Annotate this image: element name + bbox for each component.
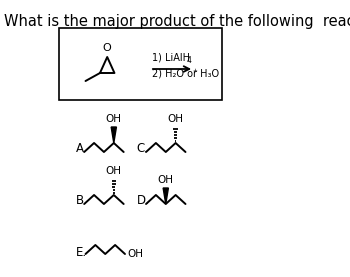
Text: OH: OH <box>106 166 122 176</box>
Text: OH: OH <box>168 114 184 124</box>
Text: OH: OH <box>127 249 143 259</box>
Text: 4: 4 <box>187 56 192 65</box>
Text: C.: C. <box>137 142 149 155</box>
Text: D.: D. <box>137 194 150 206</box>
Polygon shape <box>111 127 117 143</box>
Text: O: O <box>103 43 112 53</box>
Text: E.: E. <box>76 245 87 258</box>
Text: A.: A. <box>76 142 87 155</box>
Text: ⁺: ⁺ <box>193 68 197 77</box>
Text: 2) H₂O or H₃O: 2) H₂O or H₃O <box>152 68 219 78</box>
Text: OH: OH <box>106 114 122 124</box>
Text: What is the major product of the following  reaction?: What is the major product of the followi… <box>4 14 350 29</box>
Bar <box>59 28 222 100</box>
Text: OH: OH <box>158 175 174 185</box>
Text: 1) LiAlH: 1) LiAlH <box>152 53 190 63</box>
Polygon shape <box>163 188 168 204</box>
Text: B.: B. <box>76 194 88 206</box>
